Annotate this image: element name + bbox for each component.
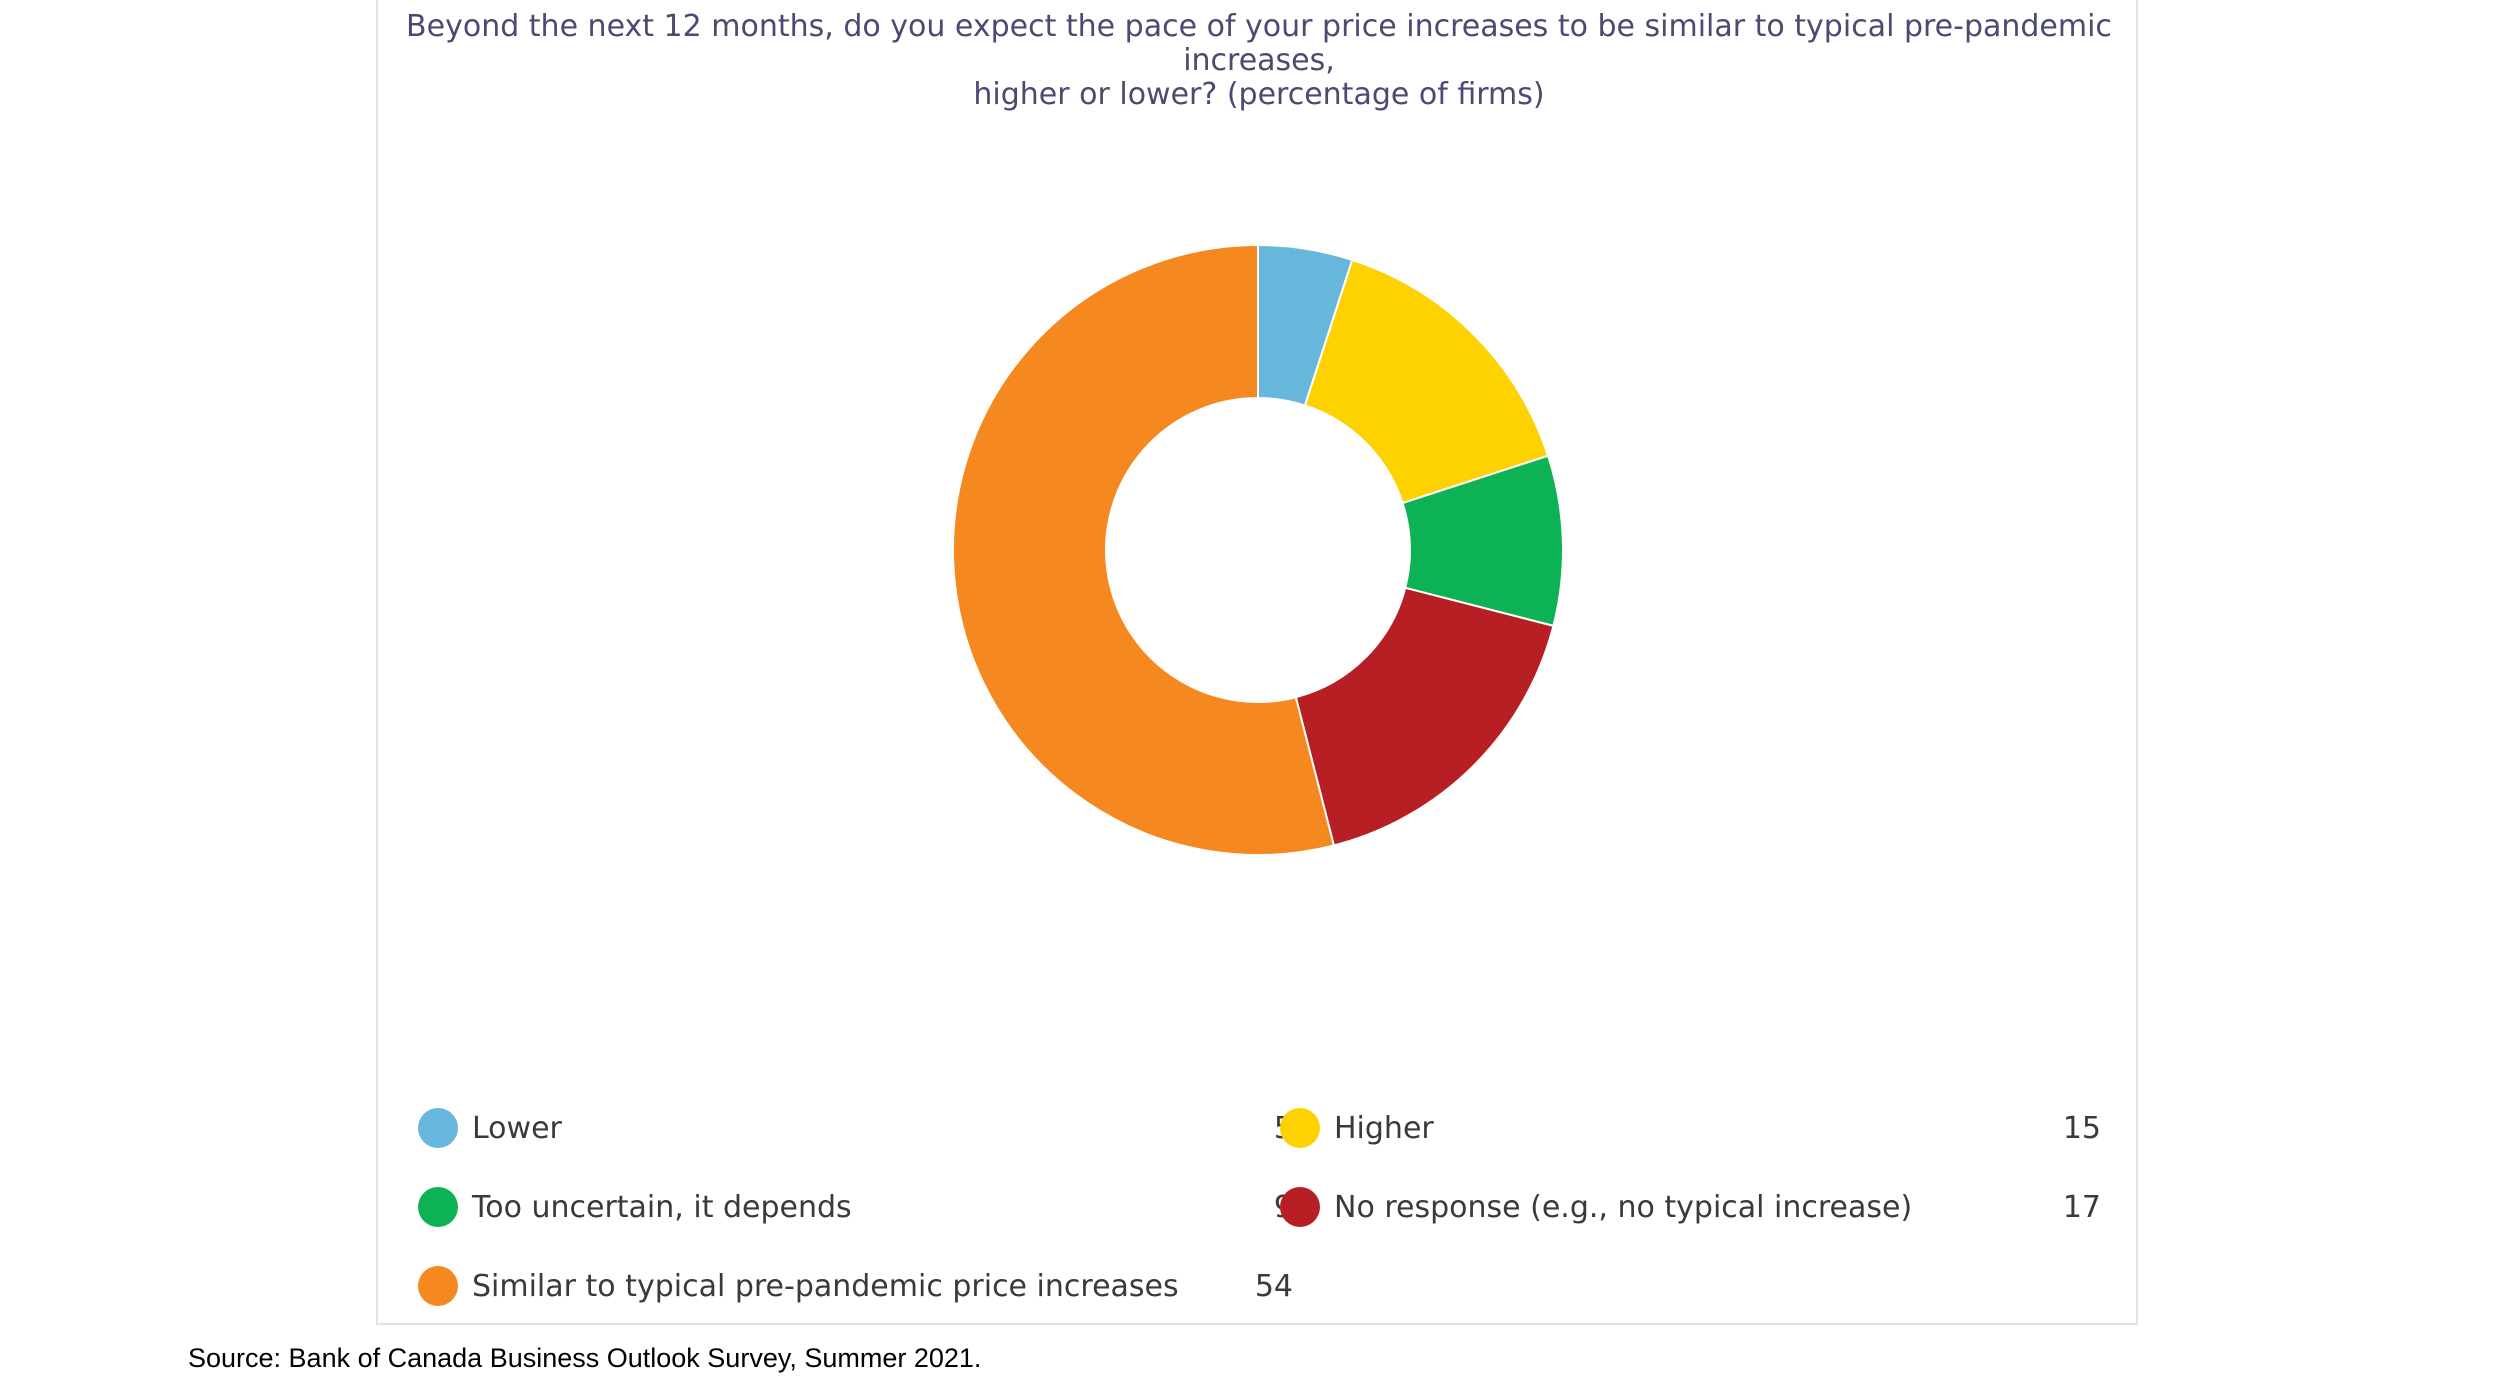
legend-swatch-similar <box>418 1266 458 1306</box>
legend-label-too-uncertain: Too uncertain, it depends <box>472 1190 852 1225</box>
legend-label-no-response: No response (e.g., no typical increase) <box>1334 1190 1913 1225</box>
donut-slice-similar <box>952 243 1336 856</box>
chart-title: Beyond the next 12 months, do you expect… <box>378 10 2140 112</box>
chart-title-line-1: Beyond the next 12 months, do you expect… <box>406 9 2112 78</box>
legend-value-no-response: 17 <box>2062 1190 2101 1225</box>
legend-item-similar: Similar to typical pre-pandemic price in… <box>418 1266 1293 1306</box>
legend-item-higher: Higher 15 <box>1280 1108 2101 1148</box>
donut-slice-no-response <box>1294 586 1555 847</box>
legend-value-higher: 15 <box>2062 1111 2101 1146</box>
donut-slice-higher <box>1303 258 1550 505</box>
legend-label-higher: Higher <box>1334 1111 1434 1146</box>
legend-item-no-response: No response (e.g., no typical increase) … <box>1280 1187 2101 1227</box>
chart-title-line-2: higher or lower? (percentage of firms) <box>973 77 1545 112</box>
legend-swatch-lower <box>418 1108 458 1148</box>
legend-item-lower: Lower 5 <box>418 1108 1293 1148</box>
source-note: Source: Bank of Canada Business Outlook … <box>188 1343 982 1373</box>
chart-panel: Beyond the next 12 months, do you expect… <box>376 0 2138 1325</box>
donut-chart <box>952 243 1564 856</box>
legend-label-similar: Similar to typical pre-pandemic price in… <box>472 1269 1179 1304</box>
legend-item-too-uncertain: Too uncertain, it depends 9 <box>418 1187 1293 1227</box>
legend-swatch-no-response <box>1280 1187 1320 1227</box>
legend-swatch-too-uncertain <box>418 1187 458 1227</box>
legend-swatch-higher <box>1280 1108 1320 1148</box>
chart-legend: Lower 5 Higher 15 Too uncertain, it depe… <box>418 1098 2118 1318</box>
legend-value-similar: 54 <box>1254 1269 1293 1304</box>
legend-label-lower: Lower <box>472 1111 562 1146</box>
